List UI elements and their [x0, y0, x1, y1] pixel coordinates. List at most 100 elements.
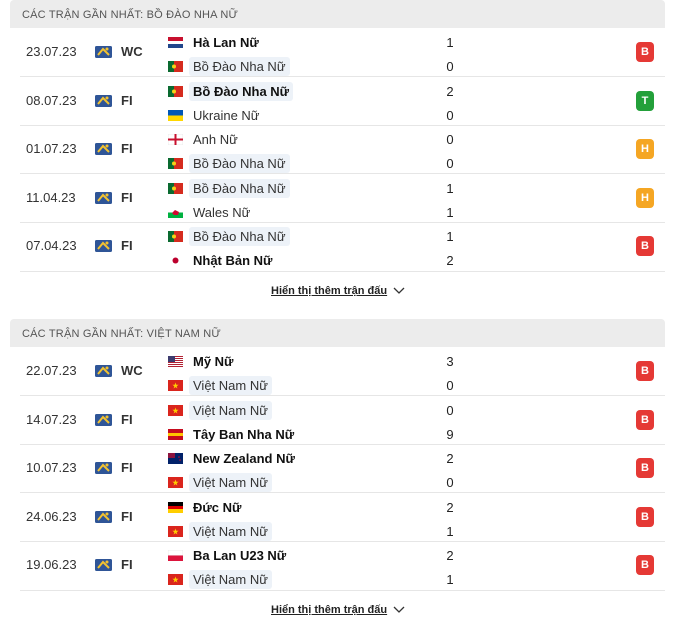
competition-icon: [95, 558, 112, 572]
section-title: CÁC TRẬN GẦN NHẤT: BỒ ĐÀO NHA NỮ: [22, 9, 239, 21]
team-flag: [168, 525, 183, 537]
team-name: Bồ Đào Nha Nữ: [189, 81, 294, 101]
competition-icon: [95, 239, 112, 253]
score: 2: [446, 499, 454, 515]
result-badge: B: [636, 42, 654, 62]
team-name: Ba Lan U23 Nữ: [193, 548, 287, 564]
score: 9: [446, 426, 454, 442]
competition-icon: [95, 364, 112, 378]
team-flag: [168, 134, 183, 146]
chevron-icon: [393, 606, 405, 614]
score: 1: [446, 229, 454, 245]
competition-icon: [95, 461, 112, 475]
row-divider: [20, 76, 665, 77]
score: 1: [446, 35, 454, 50]
team-flag: [168, 61, 183, 72]
team-name: Mỹ Nữ: [193, 354, 234, 369]
match-date: 23.07.23: [26, 44, 77, 59]
score: 0: [446, 378, 454, 393]
team-name: Việt Nam Nữ: [189, 473, 272, 493]
competition-icon: [95, 142, 112, 156]
score: 0: [446, 132, 454, 148]
team-flag: [168, 37, 183, 48]
show-more-link[interactable]: Hiển thị thêm trận đấu: [271, 604, 388, 616]
competition: FI: [121, 238, 133, 254]
team-name: Wales Nữ: [193, 204, 251, 220]
match-date: 11.04.23: [26, 189, 76, 205]
score: 2: [446, 253, 454, 269]
competition: FI: [121, 557, 133, 573]
competition: WC: [121, 363, 143, 378]
match-date: 24.06.23: [26, 508, 77, 524]
team-flag: [168, 574, 183, 586]
score: 3: [446, 354, 454, 369]
team-flag: [168, 206, 183, 218]
team-flag: [168, 182, 183, 194]
team-name: Ukraine Nữ: [193, 107, 260, 123]
match-date: 07.04.23: [26, 238, 77, 254]
competition: FI: [121, 189, 133, 205]
score: 2: [446, 548, 454, 564]
section-header: CÁC TRẬN GẦN NHẤT: VIỆT NAM NỮ: [10, 319, 665, 347]
show-more-link[interactable]: Hiển thị thêm trận đấu: [271, 285, 388, 297]
score: 0: [446, 59, 454, 74]
team-name: Việt Nam Nữ: [189, 521, 272, 541]
section-bottom: [20, 271, 665, 272]
section-title: CÁC TRẬN GẦN NHẤT: VIỆT NAM NỮ: [22, 328, 221, 340]
score: 1: [446, 204, 454, 220]
chevron-icon: [393, 287, 405, 295]
competition: FI: [121, 92, 133, 108]
match-date: 22.07.23: [26, 363, 77, 378]
team-name: Việt Nam Nữ: [189, 400, 272, 420]
team-flag: [168, 550, 183, 562]
score: 1: [446, 572, 454, 588]
result-badge: H: [636, 187, 654, 208]
team-flag: [168, 158, 183, 170]
competition-icon: [95, 413, 112, 427]
result-badge: B: [636, 458, 654, 479]
match-date: 01.07.23: [26, 141, 77, 157]
row-divider: [20, 124, 665, 126]
score: 0: [446, 107, 454, 123]
team-name: Việt Nam Nữ: [189, 376, 272, 395]
competition: FI: [121, 508, 133, 524]
result-badge: B: [636, 236, 654, 257]
score: 2: [446, 83, 454, 99]
match-date: 14.07.23: [26, 411, 77, 427]
row-divider: [20, 173, 665, 175]
result-badge: T: [636, 90, 654, 111]
score: 1: [446, 180, 454, 196]
team-flag: [168, 255, 183, 267]
team-name: Hà Lan Nữ: [193, 35, 259, 50]
row-divider: [20, 221, 665, 223]
team-flag: [168, 501, 183, 513]
team-flag: [168, 356, 183, 367]
team-name: Việt Nam Nữ: [189, 570, 272, 590]
team-name: Anh Nữ: [193, 132, 238, 148]
team-name: Bồ Đào Nha Nữ: [189, 178, 290, 198]
competition-icon: [95, 191, 112, 205]
team-flag: [168, 428, 183, 440]
competition-icon: [95, 45, 112, 59]
team-flag: [168, 453, 183, 465]
match-date: 08.07.23: [26, 92, 77, 108]
competition-icon: [95, 510, 112, 524]
score: 0: [446, 156, 454, 172]
section-bottom: [20, 590, 665, 591]
score: 2: [446, 451, 454, 467]
result-badge: B: [636, 409, 654, 430]
team-name: New Zealand Nữ: [193, 451, 295, 467]
team-flag: [168, 85, 183, 97]
competition: FI: [121, 460, 133, 476]
result-badge: B: [636, 506, 654, 527]
competition: FI: [121, 411, 133, 427]
row-divider: [20, 540, 665, 542]
score: 1: [446, 523, 454, 539]
team-flag: [168, 380, 183, 391]
result-badge: B: [636, 361, 654, 381]
team-name: Đức Nữ: [193, 499, 242, 515]
team-name: Nhật Bản Nữ: [193, 253, 273, 269]
match-date: 19.06.23: [26, 557, 77, 573]
row-divider: [20, 443, 665, 445]
competition: FI: [121, 141, 133, 157]
